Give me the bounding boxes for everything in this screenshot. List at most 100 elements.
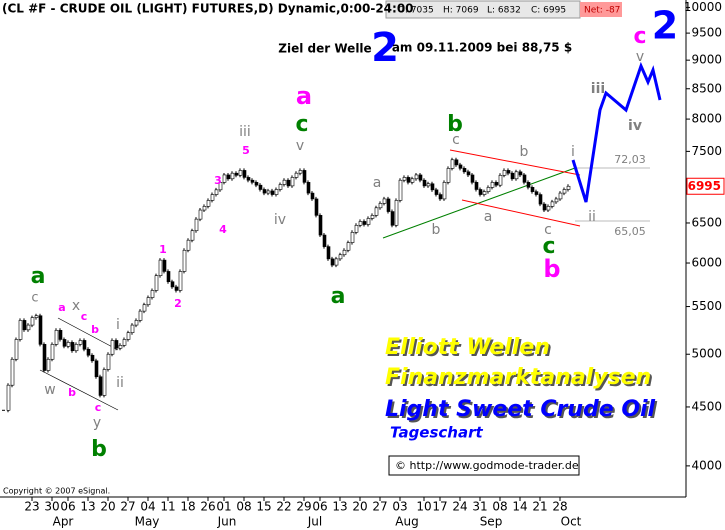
candle: [162, 259, 167, 272]
candle: [138, 310, 143, 321]
candle: [350, 231, 355, 243]
annotation: a: [31, 264, 46, 289]
projection-path: [571, 61, 662, 203]
candle: [238, 170, 243, 176]
candle: [326, 246, 331, 260]
candle: [454, 159, 459, 166]
annotation: c: [452, 132, 460, 148]
candle: [382, 198, 387, 204]
candle: [202, 206, 207, 211]
candle: [490, 182, 495, 188]
candle: [502, 170, 507, 176]
annotation: x: [72, 298, 80, 314]
candle: [86, 348, 91, 356]
annotation: 5: [242, 144, 250, 157]
annotation: iv: [274, 212, 286, 228]
annotation: b: [520, 144, 529, 160]
candle: [30, 317, 35, 326]
annotation: Tageschart: [390, 424, 484, 442]
annotation: a: [484, 209, 493, 225]
candle: [558, 192, 563, 200]
annotation: c: [542, 234, 555, 259]
candle: [354, 224, 359, 233]
annotation: 3: [214, 174, 222, 187]
candle: [370, 215, 375, 219]
candle: [526, 182, 531, 188]
candle: [18, 320, 23, 340]
candle: [42, 344, 47, 371]
candle: [46, 358, 51, 371]
candle: [38, 315, 43, 345]
candle: [386, 198, 391, 212]
candle: [94, 360, 99, 378]
y-tick-label: 8500: [691, 81, 722, 95]
candle: [14, 339, 19, 360]
annotation: b: [91, 323, 99, 336]
candle: [358, 221, 363, 226]
x-tick-label: 20: [352, 500, 367, 514]
candle: [474, 182, 479, 190]
copyright: Copyright © 2007 eSignal.: [3, 487, 110, 496]
y-tick-label: 4000: [691, 458, 722, 472]
candle: [262, 189, 267, 194]
annotation: Ziel der Welle: [278, 42, 371, 56]
candle: [542, 203, 547, 211]
x-tick-label: 03: [392, 500, 407, 514]
annotation: b: [68, 386, 76, 399]
y-tick-label: 5500: [691, 299, 722, 313]
candle: [246, 177, 251, 181]
candle: [182, 249, 187, 272]
candle: [190, 230, 195, 241]
candle: [506, 170, 511, 174]
annotation: iv: [628, 118, 642, 134]
y-tick-label: 6000: [691, 256, 722, 270]
annotation: iii: [239, 124, 251, 140]
candle: [58, 330, 63, 340]
source-box: [388, 455, 580, 476]
trend-line: [449, 149, 581, 176]
candle: [70, 342, 75, 352]
candle: [486, 187, 491, 192]
y-tick-label: 8000: [691, 112, 722, 126]
month-label: Apr: [53, 515, 74, 529]
x-tick-label: 22: [276, 500, 291, 514]
candle: [290, 177, 295, 187]
header-stat: O: 7035: [398, 6, 434, 16]
x-tick-label: 28: [552, 500, 567, 514]
y-tick-label: 5000: [691, 347, 722, 361]
candle: [378, 203, 383, 209]
last-price-box: [686, 177, 725, 195]
x-tick-label: 06: [60, 500, 75, 514]
candle: [478, 189, 483, 195]
annotation: 2: [371, 25, 399, 71]
candle: [314, 198, 319, 216]
annotation: c: [95, 401, 102, 414]
annotation: ii: [116, 375, 124, 391]
x-tick-label: 30: [44, 500, 59, 514]
candle: [398, 179, 403, 201]
annotation: c: [295, 112, 308, 137]
x-tick-label: 06: [312, 500, 327, 514]
candle: [114, 340, 119, 349]
y-tick-label: 7500: [691, 144, 722, 158]
candle: [494, 182, 499, 186]
month-label: Jun: [217, 515, 237, 529]
candle: [74, 344, 79, 352]
candle: [302, 170, 307, 183]
net-value: Net: -87: [584, 6, 620, 16]
candle: [166, 271, 171, 283]
candle: [98, 376, 103, 396]
candle: [222, 174, 227, 183]
candle: [178, 271, 183, 291]
x-tick-label: 08: [236, 500, 251, 514]
y-tick-label: 9500: [691, 26, 722, 40]
candle: [458, 164, 463, 169]
annotation: w: [44, 382, 55, 398]
annotation: b: [543, 255, 560, 283]
candle: [550, 201, 555, 207]
annotation: b: [432, 222, 441, 238]
candle: [294, 172, 299, 178]
candle: [66, 342, 71, 347]
candle: [186, 239, 191, 251]
annotation: 1: [159, 243, 167, 256]
